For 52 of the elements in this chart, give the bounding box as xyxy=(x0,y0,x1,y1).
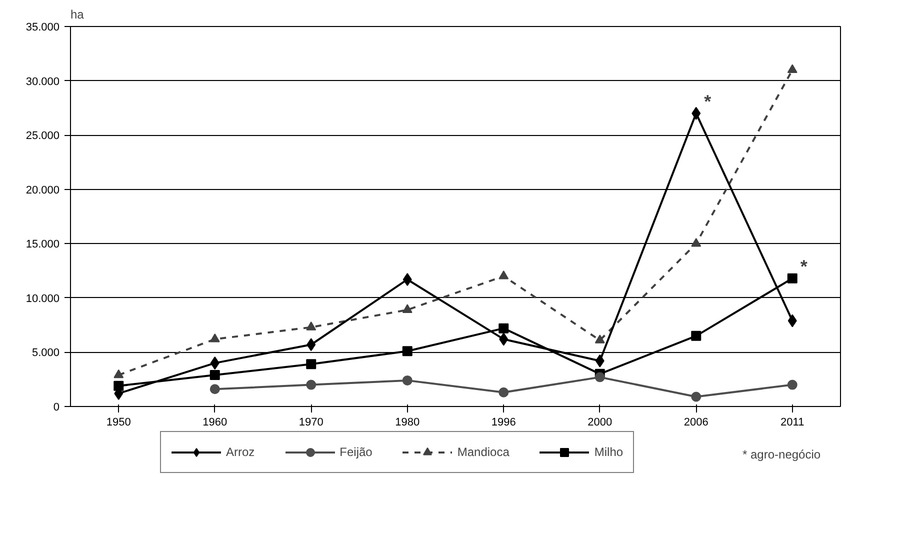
y-axis-title: ha xyxy=(70,8,84,22)
point xyxy=(306,380,316,390)
point xyxy=(498,387,509,398)
point xyxy=(210,370,220,380)
point xyxy=(402,272,412,286)
y-tick-label: 35.000 xyxy=(26,22,60,34)
point xyxy=(402,304,412,313)
y-tick-label: 20.000 xyxy=(26,184,60,196)
y-tick-label: 0 xyxy=(53,402,60,414)
point xyxy=(787,273,798,284)
x-tick-label: 1970 xyxy=(298,416,324,428)
point xyxy=(499,332,508,346)
y-tick-label: 5.000 xyxy=(32,347,60,360)
x-tick-label: 2011 xyxy=(780,416,804,428)
annotation: * xyxy=(704,91,712,112)
x-tick-label: 2000 xyxy=(588,416,612,428)
point xyxy=(691,330,702,341)
point xyxy=(787,64,798,74)
point xyxy=(692,106,701,120)
y-tick-label: 25.000 xyxy=(26,130,60,142)
point xyxy=(306,359,316,370)
point xyxy=(306,322,316,330)
point xyxy=(306,338,316,352)
x-tick-label: 1996 xyxy=(491,416,516,428)
point xyxy=(402,375,412,386)
x-tick-label: 2006 xyxy=(684,416,708,428)
point xyxy=(595,354,604,368)
point xyxy=(210,384,220,394)
point xyxy=(788,314,797,328)
x-tick-label: 1960 xyxy=(202,416,228,428)
point xyxy=(691,238,702,247)
point xyxy=(498,270,509,280)
point xyxy=(114,369,124,378)
annotation: * xyxy=(800,256,808,276)
y-tick-label: 30.000 xyxy=(26,76,60,88)
point xyxy=(594,372,605,382)
legend-label: Mandioca xyxy=(457,445,510,459)
point xyxy=(691,392,702,402)
point xyxy=(210,356,220,370)
x-tick-label: 1980 xyxy=(395,416,420,428)
point xyxy=(210,333,220,342)
y-tick-label: 15.000 xyxy=(26,238,60,251)
legend-label: Feijão xyxy=(340,445,372,459)
point xyxy=(402,346,412,356)
y-tick-label: 10.000 xyxy=(26,292,60,305)
point xyxy=(787,380,798,390)
legend-label: Arroz xyxy=(226,445,255,459)
x-tick-label: 1950 xyxy=(106,416,131,428)
point xyxy=(594,334,605,344)
point xyxy=(498,323,509,334)
text: * agro-negócio xyxy=(742,448,821,462)
legend-label: Milho xyxy=(594,445,624,459)
